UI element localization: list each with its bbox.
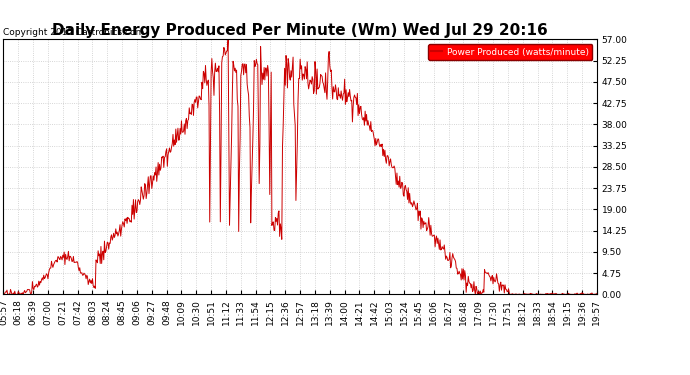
Title: Daily Energy Produced Per Minute (Wm) Wed Jul 29 20:16: Daily Energy Produced Per Minute (Wm) We… (52, 23, 548, 38)
Text: Copyright 2015 Cartronics.com: Copyright 2015 Cartronics.com (3, 28, 145, 37)
Legend: Power Produced (watts/minute): Power Produced (watts/minute) (428, 44, 592, 60)
